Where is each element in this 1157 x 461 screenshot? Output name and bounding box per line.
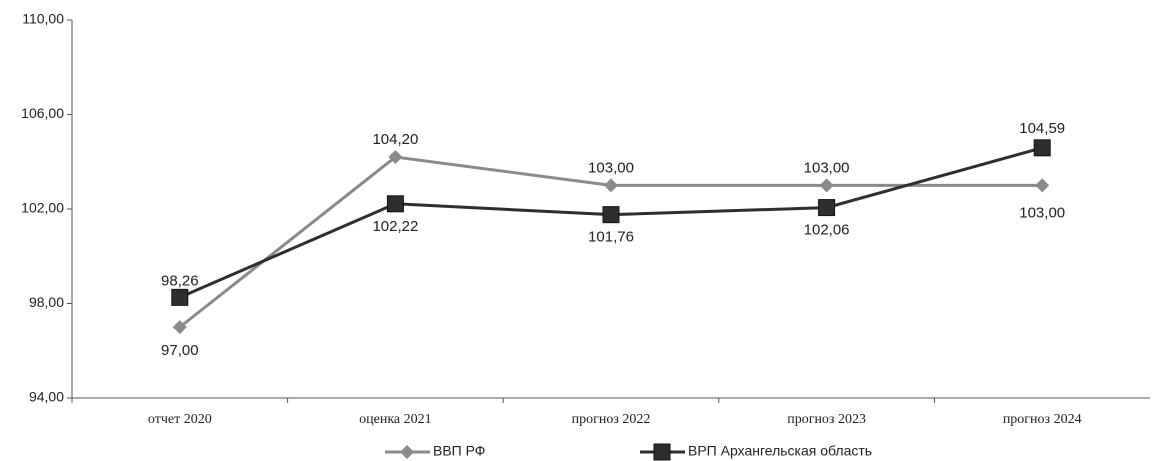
marker [1033,139,1051,157]
legend-label: ВВП РФ [433,443,485,459]
marker [171,288,189,306]
marker [386,195,404,213]
data-label: 97,00 [161,342,199,359]
marker [388,150,403,165]
x-tick-label: отчет 2020 [148,412,212,427]
y-tick-label: 106,00 [21,105,64,121]
marker [400,445,414,459]
marker [604,178,618,193]
marker [818,199,836,217]
data-label: 101,76 [588,229,634,246]
marker [1035,178,1050,193]
marker [819,178,834,193]
x-tick-label: прогноз 2022 [572,412,651,427]
x-tick-label: прогноз 2024 [1003,412,1082,427]
marker [172,320,187,335]
x-tick-label: прогноз 2023 [787,412,866,427]
data-label: 103,00 [804,159,850,176]
data-label: 102,06 [804,222,850,239]
data-label: 102,22 [372,218,418,235]
y-tick-label: 110,00 [22,11,64,27]
data-label: 104,59 [1019,120,1065,137]
data-label: 103,00 [588,159,634,176]
y-tick-label: 98,00 [29,294,64,310]
y-tick-label: 94,00 [29,389,64,405]
data-label: 98,26 [161,272,199,289]
marker [653,443,671,461]
data-label: 103,00 [1019,204,1065,221]
legend-label: ВРП Архангельская область [688,443,872,459]
y-tick-label: 102,00 [21,200,64,216]
x-tick-label: оценка 2021 [359,412,432,427]
data-label: 104,20 [372,131,418,148]
marker [602,206,620,224]
